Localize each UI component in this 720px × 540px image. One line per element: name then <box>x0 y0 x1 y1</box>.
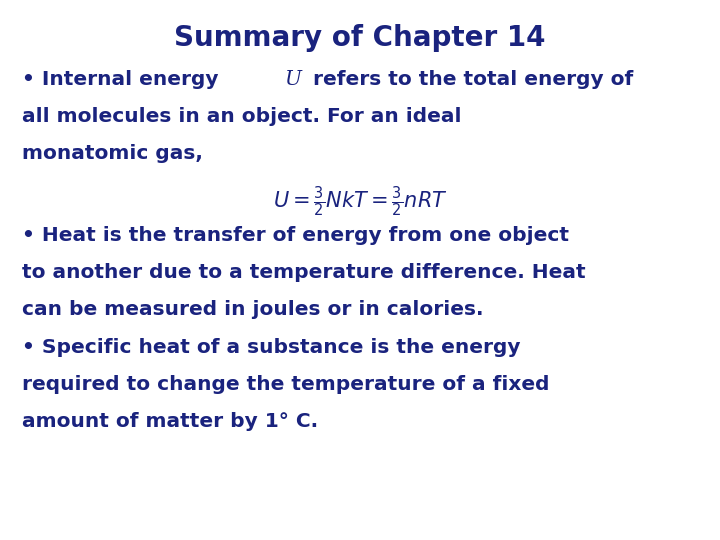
Text: required to change the temperature of a fixed: required to change the temperature of a … <box>22 375 549 394</box>
Text: to another due to a temperature difference. Heat: to another due to a temperature differen… <box>22 263 585 282</box>
Text: • Specific heat of a substance is the energy: • Specific heat of a substance is the en… <box>22 338 520 357</box>
Text: Summary of Chapter 14: Summary of Chapter 14 <box>174 24 546 52</box>
Text: $U = \frac{3}{2}NkT = \frac{3}{2}nRT$: $U = \frac{3}{2}NkT = \frac{3}{2}nRT$ <box>273 184 447 219</box>
Text: can be measured in joules or in calories.: can be measured in joules or in calories… <box>22 300 483 319</box>
Text: refers to the total energy of: refers to the total energy of <box>306 70 634 89</box>
Text: all molecules in an object. For an ideal: all molecules in an object. For an ideal <box>22 107 461 126</box>
Text: • Heat is the transfer of energy from one object: • Heat is the transfer of energy from on… <box>22 226 569 245</box>
Text: monatomic gas,: monatomic gas, <box>22 144 202 163</box>
Text: amount of matter by 1° C.: amount of matter by 1° C. <box>22 411 318 431</box>
Text: • Internal energy: • Internal energy <box>22 70 225 89</box>
Text: U: U <box>284 70 301 89</box>
Text: • Internal energy: • Internal energy <box>22 70 225 89</box>
